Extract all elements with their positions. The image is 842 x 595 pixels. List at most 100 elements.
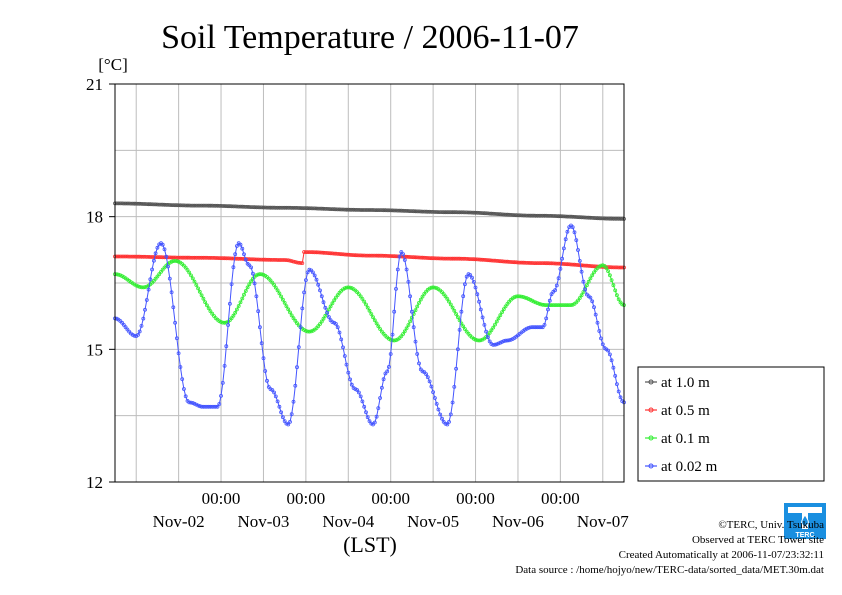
data-point: [222, 363, 227, 368]
data-point: [457, 256, 462, 261]
data-point: [367, 253, 372, 258]
data-point: [478, 307, 483, 312]
data-point: [613, 216, 618, 221]
data-point: [569, 262, 573, 267]
data-point: [203, 203, 208, 208]
data-point: [123, 201, 128, 206]
data-point: [250, 205, 255, 210]
time-tick-label: 00:00: [541, 489, 580, 508]
data-point: [286, 422, 291, 427]
data-point: [563, 262, 568, 267]
data-point: [583, 263, 587, 268]
data-point: [337, 207, 342, 212]
data-point: [305, 206, 310, 211]
data-point: [250, 271, 255, 276]
data-point: [427, 379, 432, 384]
data-point: [303, 278, 308, 283]
data-point: [618, 265, 623, 270]
data-point: [196, 203, 201, 208]
data-point: [185, 255, 190, 260]
data-point: [471, 257, 476, 262]
data-point: [530, 261, 534, 265]
data-point: [493, 342, 497, 347]
data-point: [261, 257, 266, 262]
data-point: [318, 250, 322, 255]
data-point: [265, 257, 269, 262]
data-point: [401, 208, 406, 213]
data-point: [521, 260, 526, 265]
data-point: [519, 213, 524, 218]
data-point: [197, 404, 202, 409]
data-point: [526, 325, 531, 330]
data-point: [196, 286, 201, 291]
data-point: [606, 269, 610, 274]
data-point: [374, 208, 379, 213]
data-point: [164, 202, 169, 207]
data-point: [210, 255, 215, 260]
data-point: [219, 393, 223, 398]
data-point: [335, 207, 340, 212]
data-point: [420, 255, 425, 260]
data-point: [599, 336, 603, 341]
data-point: [178, 365, 183, 369]
data-point: [563, 303, 568, 308]
data-point: [560, 256, 564, 261]
data-point: [462, 327, 467, 331]
data-point: [144, 202, 149, 207]
data-point: [312, 206, 317, 211]
data-point: [249, 257, 254, 262]
data-point: [259, 341, 264, 346]
data-point: [212, 203, 216, 208]
data-point: [206, 203, 211, 208]
data-point: [139, 201, 144, 206]
data-point: [243, 257, 248, 262]
legend-swatch-marker: [648, 407, 654, 413]
data-point: [125, 201, 130, 206]
data-point: [535, 261, 540, 266]
data-point: [194, 283, 199, 287]
data-point: [535, 213, 540, 218]
data-point: [478, 338, 483, 343]
data-point: [279, 258, 284, 262]
data-point: [155, 245, 160, 250]
data-point: [150, 267, 155, 272]
data-point: [199, 255, 204, 260]
data-point: [342, 354, 347, 358]
data-point: [176, 255, 181, 260]
data-point: [236, 256, 241, 261]
data-point: [611, 365, 616, 370]
data-point: [542, 322, 547, 327]
data-point: [326, 207, 331, 211]
data-point: [169, 259, 174, 264]
data-point: [132, 201, 137, 206]
data-point: [408, 294, 413, 299]
data-point: [128, 201, 133, 206]
terc-logo-icon: TERC: [784, 503, 826, 539]
data-point: [600, 216, 605, 221]
data-point: [272, 390, 277, 395]
data-point: [173, 258, 178, 263]
data-point: [273, 257, 278, 262]
data-point: [358, 208, 363, 212]
data-point: [337, 252, 342, 256]
data-point: [546, 213, 550, 218]
data-point: [489, 258, 494, 263]
data-point: [234, 307, 239, 312]
data-point: [183, 203, 188, 208]
data-point: [401, 332, 406, 336]
data-point: [547, 213, 552, 218]
data-point: [473, 337, 478, 342]
data-point: [429, 209, 434, 214]
data-point: [302, 206, 307, 211]
data-point: [137, 201, 142, 206]
data-point: [141, 202, 146, 206]
data-point: [349, 382, 354, 387]
data-point: [330, 320, 335, 325]
data-point: [549, 292, 554, 297]
data-point: [554, 283, 559, 288]
data-point: [528, 213, 533, 218]
legend-label: at 0.1 m: [661, 431, 710, 447]
data-point: [176, 203, 181, 208]
data-point: [422, 291, 427, 296]
data-point: [337, 330, 342, 335]
